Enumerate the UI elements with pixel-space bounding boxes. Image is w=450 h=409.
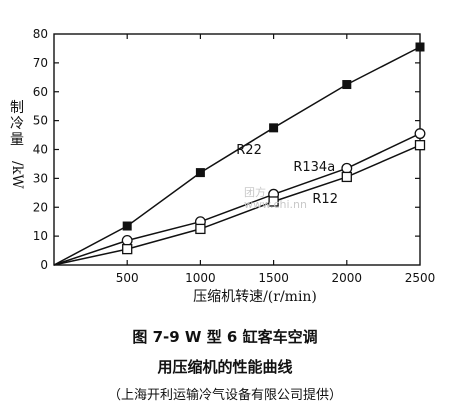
marker-r134a [414, 128, 426, 140]
marker-r12 [341, 171, 352, 183]
x-axis-title: 压缩机转速/(r/min) [193, 289, 317, 305]
series-line-r134a [53, 132, 421, 266]
marker-r22 [122, 221, 132, 231]
marker-r12 [414, 140, 426, 151]
watermark-line-1: 团方 [244, 186, 266, 199]
marker-r12 [268, 196, 279, 207]
y-tick-label: 50 [33, 114, 48, 128]
y-axis-title-char: 制 [10, 100, 24, 116]
figure-caption-subtitle: 用压缩机的性能曲线 [157, 358, 293, 376]
y-tick-label: 70 [33, 56, 48, 70]
y-tick-label: 20 [33, 200, 48, 214]
marker-r22 [342, 80, 352, 90]
y-tick-label: 60 [33, 85, 48, 99]
series-label-r134a: R134a [293, 160, 335, 175]
x-tick-label: 500 [116, 271, 139, 285]
marker-r22 [269, 123, 279, 133]
y-axis-title-char: 量 [10, 132, 24, 148]
series-label-r22: R22 [236, 143, 262, 158]
chart-markers [121, 42, 426, 255]
marker-r22 [415, 42, 425, 52]
y-tick-label: 10 [33, 229, 48, 243]
chart: 0 10 20 30 40 50 60 70 80 500 1000 1500 2000 2500 R22… [33, 27, 436, 285]
y-tick-label: 0 [40, 258, 48, 272]
y-axis-title-char: 冷 [10, 116, 24, 132]
marker-r134a [341, 162, 353, 174]
y-axis-title: 制冷量 /kW [6, 100, 28, 189]
chart-series-lines [53, 46, 421, 266]
figure-caption-source: （上海开利运输冷气设备有限公司提供） [107, 388, 342, 403]
series-line-r22 [53, 46, 421, 266]
marker-r22 [195, 168, 205, 178]
figure-caption-title: 图 7-9 W 型 6 缸客车空调 [132, 328, 318, 346]
chart-ticks: 0 10 20 30 40 50 60 70 80 500 1000 1500 2000 2500 [33, 27, 436, 285]
y-tick-label: 40 [33, 143, 48, 157]
y-tick-label: 30 [33, 171, 48, 185]
x-tick-label: 1000 [185, 271, 216, 285]
series-label-r12: R12 [312, 192, 338, 207]
y-axis-unit: /kW [9, 161, 25, 189]
watermark: 团方 www.chi.nn [244, 187, 307, 211]
x-tick-label: 1500 [258, 271, 289, 285]
x-tick-label: 2500 [405, 271, 436, 285]
chart-series-labels: R22 R134a R12 [236, 143, 338, 207]
marker-r134a [121, 235, 133, 246]
watermark-line-2: www.chi.nn [244, 198, 307, 211]
marker-r12 [122, 243, 133, 255]
series-line-r12 [53, 144, 421, 266]
x-tick-label: 2000 [332, 271, 363, 285]
marker-r12 [195, 223, 206, 235]
y-tick-label: 80 [33, 27, 48, 41]
